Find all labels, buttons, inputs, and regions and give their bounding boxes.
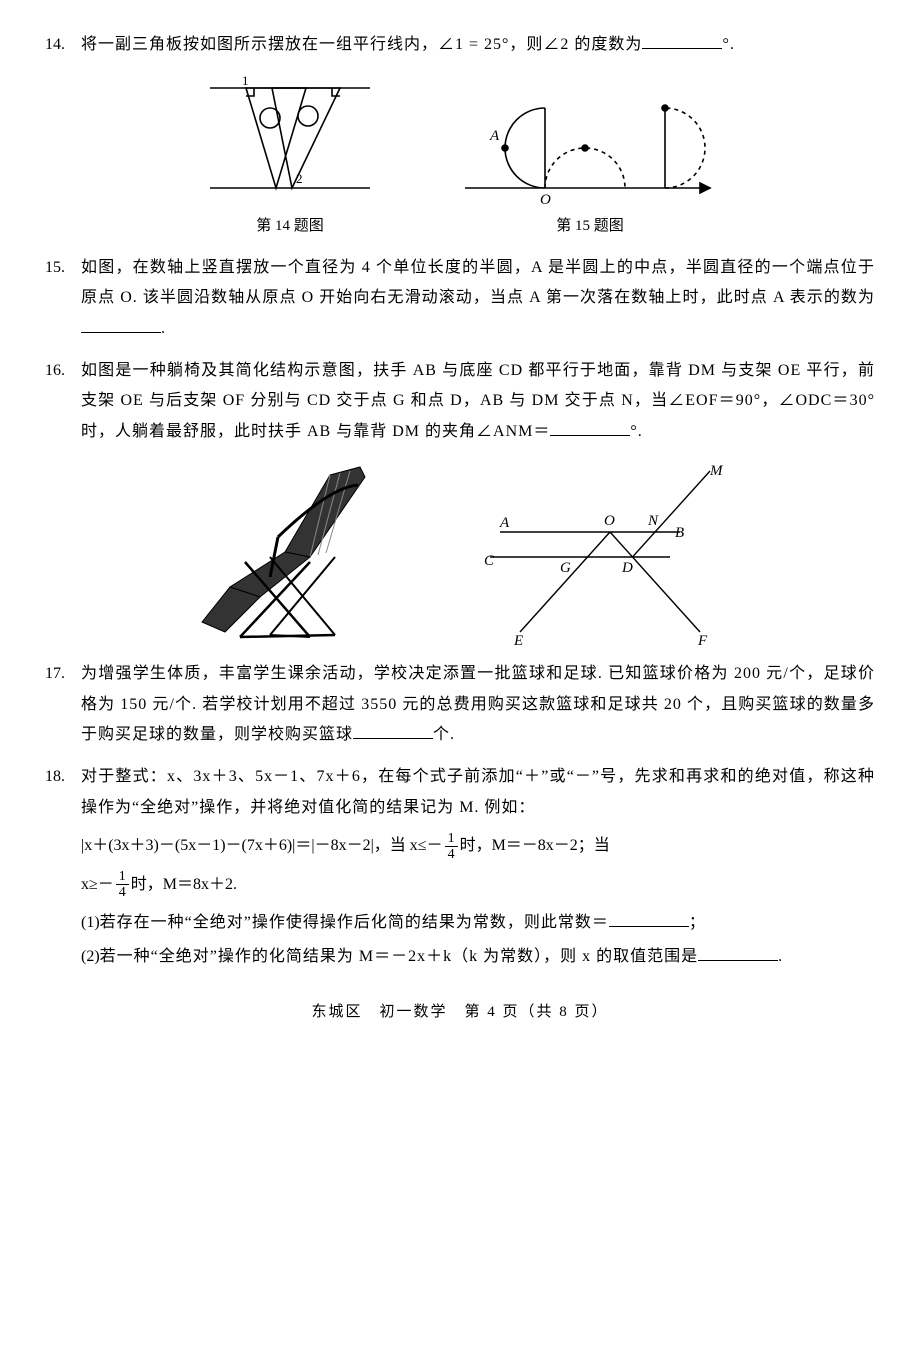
- page-footer: 东城区 初一数学 第 4 页（共 8 页）: [45, 998, 875, 1027]
- q15-text: 如图，在数轴上竖直摆放一个直径为 4 个单位长度的半圆，A 是半圆上的中点，半圆…: [81, 253, 875, 344]
- q18-number: 18.: [45, 762, 81, 792]
- q17-text: 为增强学生体质，丰富学生课余活动，学校决定添置一批篮球和足球. 已知篮球价格为 …: [81, 659, 875, 750]
- fig15-svg: A O: [460, 70, 720, 210]
- label-O: O: [604, 513, 615, 529]
- q18-s1-b: ；: [689, 914, 706, 931]
- q18-expr-4: 时，M＝8x＋2.: [131, 876, 237, 893]
- figure-row-14-15: 1 2 第 14 题图: [45, 70, 875, 241]
- q18-example: |x＋(3x＋3)－(5x－1)－(7x＋6)|＝|－8x－2|，当 x≤－14…: [45, 827, 875, 904]
- label-C: C: [484, 553, 495, 569]
- q17-text-b: 个.: [433, 726, 455, 743]
- q16-text-a: 如图是一种躺椅及其简化结构示意图，扶手 AB 与底座 CD 都平行于地面，靠背 …: [81, 362, 875, 440]
- blank: [698, 945, 778, 961]
- q14-number: 14.: [45, 30, 81, 60]
- q18-s2-a: 若一种“全绝对”操作的化简结果为 M＝－2x＋k（k 为常数），则 x 的取值范…: [100, 948, 698, 965]
- q18-s2-content: 若一种“全绝对”操作的化简结果为 M＝－2x＋k（k 为常数），则 x 的取值范…: [100, 942, 875, 972]
- q16-text-b: °.: [630, 423, 642, 440]
- q14-text: 将一副三角板按如图所示摆放在一组平行线内，∠1 = 25°，则∠2 的度数为 °.: [81, 30, 875, 60]
- fig16-diagram: M A O N B C G D E F: [470, 457, 730, 647]
- q15-text-a: 如图，在数轴上竖直摆放一个直径为 4 个单位长度的半圆，A 是半圆上的中点，半圆…: [81, 259, 875, 306]
- q17-text-a: 为增强学生体质，丰富学生课余活动，学校决定添置一批篮球和足球. 已知篮球价格为 …: [81, 665, 875, 743]
- label-E: E: [513, 633, 523, 647]
- question-18: 18. 对于整式：x、3x＋3、5x－1、7x＋6，在每个式子前添加“＋”或“－…: [45, 762, 875, 972]
- q18-s1-num: (1): [81, 908, 100, 938]
- q18-s1-a: 若存在一种“全绝对”操作使得操作后化简的结果为常数，则此常数＝: [100, 914, 609, 931]
- q14-text-a: 将一副三角板按如图所示摆放在一组平行线内，∠1 = 25°，则∠2 的度数为: [81, 36, 642, 53]
- q18-intro-a: 对于整式：x、3x＋3、5x－1、7x＋6，在每个式子前添加“＋”或“－”号，先…: [81, 768, 875, 815]
- q16-number: 16.: [45, 356, 81, 386]
- q18-intro: 对于整式：x、3x＋3、5x－1、7x＋6，在每个式子前添加“＋”或“－”号，先…: [81, 762, 875, 823]
- fig14-caption: 第 14 题图: [256, 212, 324, 241]
- q18-s2-num: (2): [81, 942, 100, 972]
- question-14: 14. 将一副三角板按如图所示摆放在一组平行线内，∠1 = 25°，则∠2 的度…: [45, 30, 875, 241]
- frac-2: 14: [116, 869, 129, 901]
- question-16: 16. 如图是一种躺椅及其简化结构示意图，扶手 AB 与底座 CD 都平行于地面…: [45, 356, 875, 647]
- label-F: F: [697, 633, 708, 647]
- label-B: B: [675, 525, 684, 541]
- blank: [353, 723, 433, 739]
- q16-text: 如图是一种躺椅及其简化结构示意图，扶手 AB 与底座 CD 都平行于地面，靠背 …: [81, 356, 875, 447]
- question-17: 17. 为增强学生体质，丰富学生课余活动，学校决定添置一批篮球和足球. 已知篮球…: [45, 659, 875, 750]
- blank: [550, 420, 630, 436]
- blank: [81, 317, 161, 333]
- q15-number: 15.: [45, 253, 81, 283]
- label-D: D: [621, 560, 633, 576]
- fig14-col: 1 2 第 14 题图: [200, 70, 380, 241]
- fig16-chair-col: [190, 457, 390, 647]
- q18-expr-3: x≥－: [81, 876, 114, 893]
- q17-number: 17.: [45, 659, 81, 689]
- label-G: G: [560, 560, 571, 576]
- q15-text-b: .: [161, 320, 166, 337]
- blank: [642, 33, 722, 49]
- q18-s1-content: 若存在一种“全绝对”操作使得操作后化简的结果为常数，则此常数＝ ；: [100, 908, 875, 938]
- q18-expr-1: |x＋(3x＋3)－(5x－1)－(7x＋6)|＝|－8x－2|，当 x≤－: [81, 837, 443, 854]
- label-A: A: [489, 128, 500, 144]
- q18-s2-b: .: [778, 948, 783, 965]
- figure-row-16: M A O N B C G D E F: [45, 457, 875, 647]
- label-O: O: [540, 192, 551, 208]
- q14-text-b: °.: [722, 36, 734, 53]
- fig15-caption: 第 15 题图: [556, 212, 624, 241]
- label-2: 2: [296, 171, 303, 186]
- label-1: 1: [242, 73, 249, 88]
- q18-expr-2: 时，M＝－8x－2；当: [460, 837, 610, 854]
- fig14-svg: 1 2: [200, 70, 380, 210]
- q18-sub2: (2) 若一种“全绝对”操作的化简结果为 M＝－2x＋k（k 为常数），则 x …: [81, 942, 875, 972]
- fig16-chair: [190, 457, 390, 647]
- blank: [609, 911, 689, 927]
- frac-1: 14: [445, 831, 458, 863]
- q18-sub1: (1) 若存在一种“全绝对”操作使得操作后化简的结果为常数，则此常数＝ ；: [81, 908, 875, 938]
- fig15-col: A O 第 15 题图: [460, 70, 720, 241]
- q18-subs: (1) 若存在一种“全绝对”操作使得操作后化简的结果为常数，则此常数＝ ； (2)…: [45, 908, 875, 973]
- label-A: A: [499, 515, 510, 531]
- question-15: 15. 如图，在数轴上竖直摆放一个直径为 4 个单位长度的半圆，A 是半圆上的中…: [45, 253, 875, 344]
- fig16-diagram-col: M A O N B C G D E F: [470, 457, 730, 647]
- label-N: N: [647, 513, 659, 529]
- label-M: M: [709, 463, 724, 479]
